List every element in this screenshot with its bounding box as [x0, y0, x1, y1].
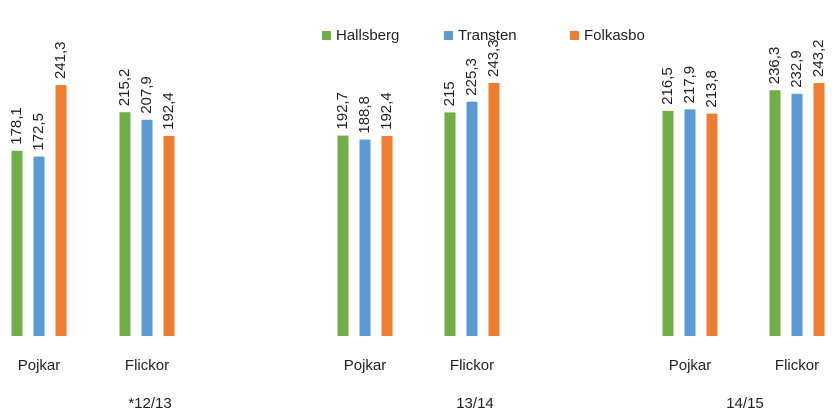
bar: [684, 109, 696, 336]
value-label: 215,2: [116, 69, 133, 107]
value-label: 225,3: [463, 58, 480, 96]
bar: [813, 83, 825, 337]
category-label: Flickor: [775, 357, 819, 374]
group-label: *12/13: [128, 395, 171, 412]
value-label: 216,5: [659, 67, 676, 105]
value-label: 215: [441, 81, 458, 106]
bar: [444, 112, 456, 337]
bar: [791, 93, 803, 336]
category-label: Pojkar: [344, 357, 387, 374]
bar: [706, 113, 718, 336]
value-label: 241,3: [52, 42, 69, 80]
value-label: 243,2: [810, 40, 827, 78]
bar: [359, 139, 371, 336]
bar: [488, 82, 500, 336]
value-label: 188,8: [356, 96, 373, 134]
bar: [466, 101, 478, 336]
category-label: Pojkar: [669, 357, 712, 374]
value-label: 232,9: [788, 50, 805, 88]
value-label: 172,5: [30, 113, 47, 151]
legend-swatch: [444, 31, 453, 40]
category-label: Flickor: [450, 357, 494, 374]
value-label: 236,3: [766, 47, 783, 85]
bar: [381, 135, 393, 336]
value-label: 192,4: [160, 92, 177, 130]
value-label: 192,7: [334, 92, 351, 130]
bar: [141, 119, 153, 336]
value-label: 213,8: [703, 70, 720, 108]
category-label: Pojkar: [18, 357, 61, 374]
legend-swatch: [322, 31, 331, 40]
legend-label: Folkasbo: [584, 27, 645, 44]
bar: [119, 112, 131, 336]
value-label: 207,9: [138, 76, 155, 114]
bar: [662, 110, 674, 336]
bar: [163, 135, 175, 336]
value-label: 178,1: [8, 107, 25, 145]
bar: [337, 135, 349, 336]
value-label: 243,3: [485, 39, 502, 77]
legend-label: Hallsberg: [336, 27, 399, 44]
group-label: 13/14: [456, 395, 494, 412]
bar: [55, 85, 67, 336]
category-label: Flickor: [125, 357, 169, 374]
group-label: 14/15: [726, 395, 764, 412]
bar: [11, 150, 23, 336]
value-label: 192,4: [378, 92, 395, 130]
bar: [769, 90, 781, 336]
bar: [33, 156, 45, 336]
value-label: 217,9: [681, 66, 698, 104]
legend-label: Transten: [458, 27, 517, 44]
legend-swatch: [570, 31, 579, 40]
